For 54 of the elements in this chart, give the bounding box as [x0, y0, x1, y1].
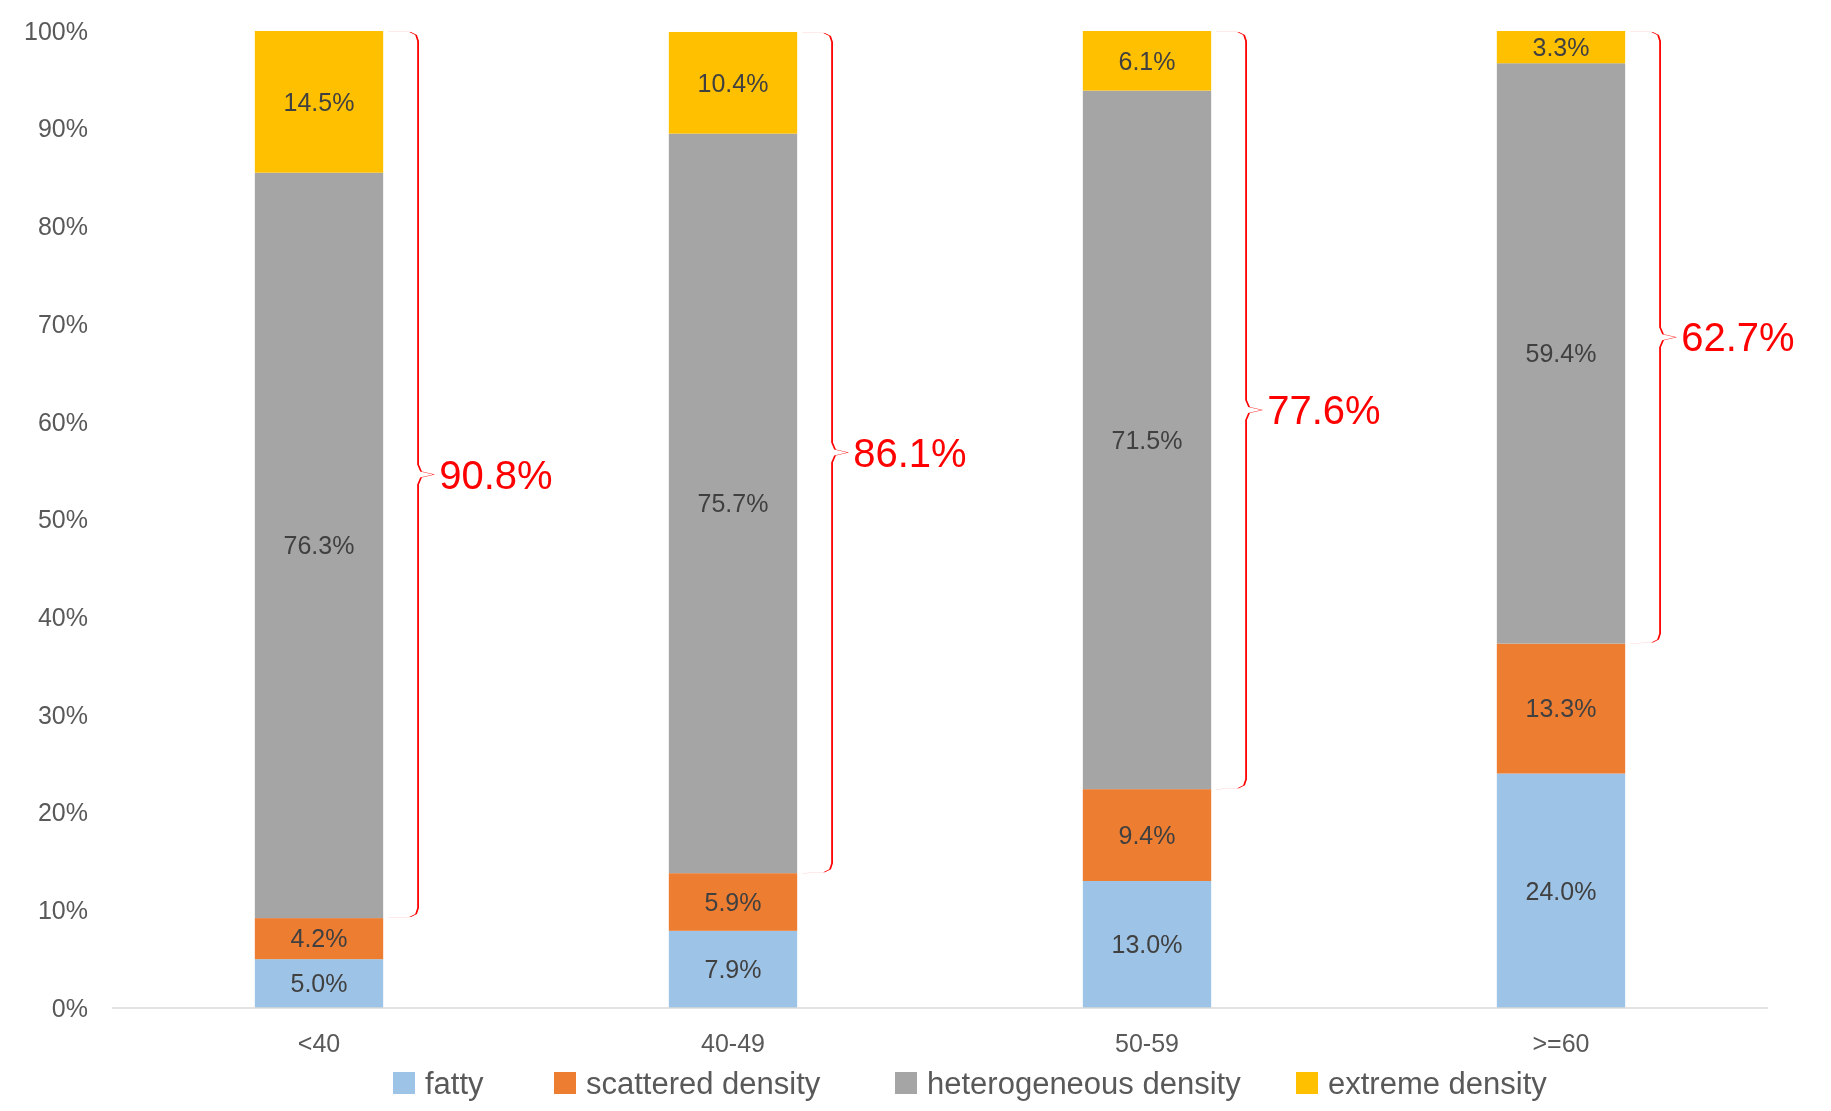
- data-label: 4.2%: [290, 924, 348, 953]
- bar: [254, 918, 384, 960]
- annotation: 62.7%: [1681, 315, 1795, 360]
- bar: [668, 873, 798, 931]
- y-tick-label: 100%: [24, 16, 88, 45]
- data-label: 76.3%: [283, 531, 355, 560]
- data-label: 13.3%: [1525, 694, 1597, 723]
- legend-label: heterogeneous density: [927, 1065, 1242, 1101]
- y-tick-label: 10%: [37, 896, 88, 925]
- data-label: 59.4%: [1525, 339, 1597, 368]
- data-label: 6.1%: [1118, 46, 1176, 75]
- data-label: 10.4%: [697, 68, 769, 97]
- x-tick-label: 50-59: [1115, 1028, 1179, 1057]
- bar: [1496, 773, 1626, 1008]
- bar: [254, 172, 384, 919]
- annotation: 90.8%: [439, 452, 553, 497]
- y-tick-label: 70%: [37, 309, 88, 338]
- data-label: 9.4%: [1118, 820, 1176, 849]
- x-tick-label: >=60: [1532, 1028, 1590, 1057]
- bar: [668, 930, 798, 1008]
- data-label: 5.0%: [290, 969, 348, 998]
- y-tick-label: 60%: [37, 407, 88, 436]
- data-label: 24.0%: [1525, 876, 1597, 905]
- legend-label: fatty: [425, 1065, 485, 1101]
- data-label: 3.3%: [1532, 32, 1590, 61]
- bar: [668, 133, 798, 874]
- y-tick-label: 50%: [37, 505, 88, 534]
- data-label: 13.0%: [1111, 930, 1183, 959]
- bar: [668, 31, 798, 134]
- bar: [1082, 789, 1212, 881]
- y-tick-label: 80%: [37, 212, 88, 241]
- bar: [254, 959, 384, 1008]
- y-tick-label: 40%: [37, 602, 88, 631]
- bar: [1082, 31, 1212, 91]
- bar: [1082, 880, 1212, 1008]
- data-label: 71.5%: [1111, 425, 1183, 454]
- annotation: 86.1%: [853, 430, 967, 475]
- bar: [254, 31, 384, 173]
- data-label: 5.9%: [704, 887, 762, 916]
- annotation: 77.6%: [1267, 388, 1381, 433]
- x-tick-label: 40-49: [701, 1028, 765, 1057]
- bar: [1082, 90, 1212, 790]
- y-tick-label: 30%: [37, 700, 88, 729]
- legend-label: extreme density: [1328, 1065, 1548, 1101]
- data-label: 14.5%: [283, 87, 355, 116]
- bar: [1496, 63, 1626, 644]
- data-label: 75.7%: [697, 489, 769, 518]
- legend-label: scattered density: [586, 1065, 821, 1101]
- data-label: 7.9%: [704, 955, 762, 984]
- y-tick-label: 20%: [37, 798, 88, 827]
- y-tick-label: 90%: [37, 114, 88, 143]
- y-tick-label: 0%: [51, 993, 88, 1022]
- x-tick-label: <40: [297, 1028, 341, 1057]
- bar: [1496, 643, 1626, 774]
